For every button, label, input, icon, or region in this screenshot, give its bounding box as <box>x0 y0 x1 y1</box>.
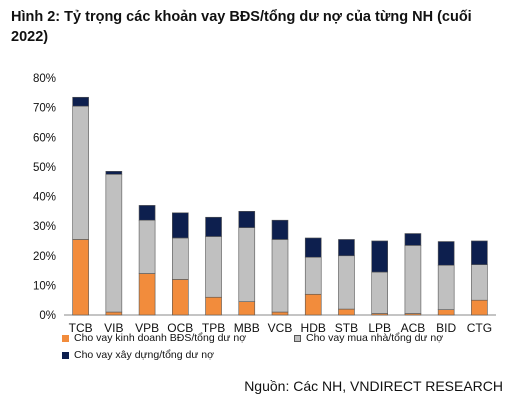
bar-segment-tpb-s2 <box>205 216 222 237</box>
bar-segment-ctg-s1 <box>471 264 488 301</box>
bar-segment-hdb-s2 <box>304 237 322 258</box>
bar-segment-vib-s0 <box>105 311 123 316</box>
bar-segment-mbb-s1 <box>238 227 256 302</box>
legend-label-mua-nha: Cho vay mua nhà/tổng dư nợ <box>306 332 444 344</box>
x-tick-label: OCB <box>167 321 193 332</box>
bar-segment-ocb-s0 <box>172 279 189 316</box>
x-tick-label: ACB <box>401 321 426 332</box>
y-tick-label: 30% <box>33 221 56 233</box>
x-tick-label: VPB <box>135 321 159 332</box>
bar-segment-lpb-s1 <box>371 271 388 314</box>
x-tick-label: CTG <box>467 321 492 332</box>
y-tick-label: 70% <box>33 103 56 115</box>
bar-segment-acb-s2 <box>404 233 422 246</box>
bar-segment-hdb-s0 <box>304 293 322 316</box>
y-tick-label: 20% <box>33 251 56 263</box>
bar-segment-vcb-s2 <box>271 219 289 240</box>
bar-segment-acb-s1 <box>404 245 422 314</box>
bar-segment-tpb-s0 <box>205 296 222 316</box>
bar-segment-mbb-s0 <box>238 301 256 316</box>
bar-segment-stb-s2 <box>338 239 355 257</box>
bar-segment-vpb-s1 <box>138 219 156 274</box>
x-tick-label: HDB <box>301 321 326 332</box>
bar-segment-vpb-s2 <box>138 205 156 221</box>
legend-swatch-xay-dung <box>62 351 69 359</box>
bar-segment-lpb-s2 <box>371 240 388 273</box>
bar-segment-tcb-s0 <box>72 239 89 316</box>
x-tick-label: VIB <box>104 321 123 332</box>
x-tick-label: LPB <box>368 321 391 332</box>
bar-segment-vib-s1 <box>105 173 123 313</box>
bar-segment-stb-s1 <box>338 255 355 310</box>
bar-segment-ocb-s2 <box>172 212 189 239</box>
bar-segment-ocb-s1 <box>172 237 189 280</box>
legend-label-xay-dung: Cho vay xây dựng/tổng dư nợ <box>74 349 215 361</box>
bar-segment-stb-s0 <box>338 308 355 316</box>
bar-segment-vpb-s0 <box>138 273 156 316</box>
x-tick-label: VCB <box>268 321 293 332</box>
legend-item-mua-nha: Cho vay mua nhà/tổng dư nợ <box>294 332 443 344</box>
x-tick-label: TCB <box>69 321 93 332</box>
x-tick-label: STB <box>335 321 358 332</box>
legend-item-xay-dung: Cho vay xây dựng/tổng dư nợ <box>62 349 214 361</box>
bar-segment-bid-s0 <box>437 309 455 316</box>
bar-segment-mbb-s2 <box>238 211 256 228</box>
chart-title: Hình 2: Tỷ trọng các khoản vay BĐS/tổng … <box>11 9 472 45</box>
x-tick-label: BID <box>436 321 456 332</box>
legend-swatch-mua-nha <box>294 334 301 342</box>
y-tick-label: 60% <box>33 132 56 144</box>
source-note: Nguồn: Các NH, VNDIRECT RESEARCH <box>244 378 503 394</box>
bar-segment-bid-s2 <box>437 241 455 266</box>
x-tick-label: MBB <box>234 321 260 332</box>
bar-segment-bid-s1 <box>437 264 455 310</box>
bar-segment-vib-s2 <box>105 171 123 175</box>
bar-segment-tcb-s1 <box>72 105 89 240</box>
bar-segment-tpb-s1 <box>205 236 222 298</box>
y-tick-label: 10% <box>33 280 56 292</box>
legend-item-kinh-doanh-bds: Cho vay kinh doanh BĐS/tổng dư nợ <box>62 332 246 344</box>
stacked-bar-chart: 0% 10% 20% 30% 40% 50% 60% 70% 80% TCB VIB VPB OCB TP… <box>33 73 496 332</box>
bar-segment-hdb-s1 <box>304 256 322 295</box>
legend-label-kinh-doanh-bds: Cho vay kinh doanh BĐS/tổng dư nợ <box>74 332 247 344</box>
y-tick-label: 80% <box>33 73 56 85</box>
y-tick-label: 50% <box>33 162 56 174</box>
y-tick-label: 40% <box>33 192 56 204</box>
legend-swatch-kinh-doanh-bds <box>62 334 69 342</box>
bar-segment-ctg-s2 <box>471 240 488 265</box>
bar-segment-vcb-s0 <box>271 311 289 316</box>
bar-segment-tcb-s2 <box>72 96 89 107</box>
x-tick-label: TPB <box>202 321 225 332</box>
bar-segment-vcb-s1 <box>271 239 289 313</box>
bar-segment-ctg-s0 <box>471 299 488 316</box>
y-tick-label: 0% <box>39 310 56 322</box>
